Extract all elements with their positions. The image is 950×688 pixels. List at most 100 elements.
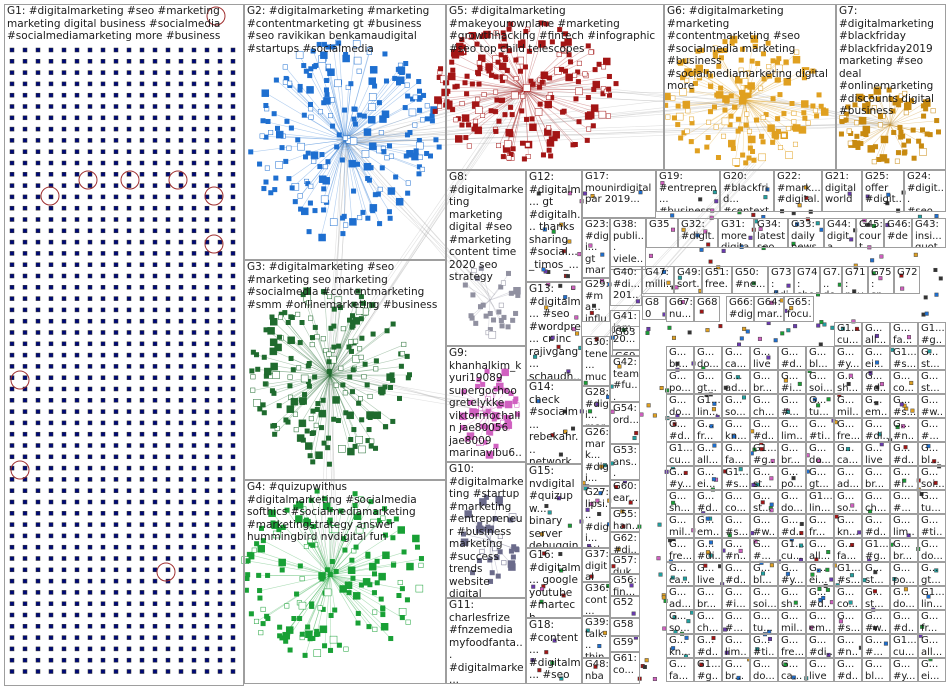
vertex	[230, 454, 236, 460]
vertex	[139, 612, 145, 618]
group-box-g80: G80	[642, 296, 666, 320]
vertex	[217, 70, 223, 75]
group-box-small: G... fr...	[694, 418, 722, 442]
vertex	[139, 657, 145, 663]
vertex	[315, 401, 321, 407]
group-label: G3: #digitalmarketing #seo #marketing se…	[247, 261, 438, 311]
group-label: G18: #content... #digitalm... #seo #mark…	[529, 619, 581, 683]
vertex	[217, 578, 223, 584]
group-box-small: G... all...	[806, 538, 834, 562]
vertex	[22, 646, 28, 652]
vertex	[87, 431, 93, 437]
vertex	[152, 172, 158, 177]
vertex	[139, 443, 145, 448]
group-label: G63	[615, 327, 636, 338]
vertex	[22, 488, 28, 493]
group-label: G... #d...	[697, 491, 719, 514]
vertex	[204, 477, 210, 482]
vertex	[100, 81, 106, 87]
group-label: G57: duk... adv...	[613, 555, 638, 574]
vertex	[139, 465, 145, 471]
edge	[744, 99, 816, 112]
edge	[329, 554, 386, 576]
vertex	[74, 126, 80, 132]
vertex	[178, 477, 184, 482]
edge	[500, 46, 526, 91]
vertex	[165, 92, 171, 98]
vertex	[87, 420, 93, 426]
vertex	[261, 89, 270, 97]
vertex	[165, 522, 171, 527]
vertex	[230, 612, 236, 618]
group-box-small: G... fre...	[666, 538, 694, 562]
group-box-small: G1... #s...	[722, 466, 750, 490]
vertex	[74, 533, 80, 539]
vertex	[325, 435, 331, 441]
vertex	[100, 635, 106, 640]
vertex	[433, 137, 439, 143]
vertex	[263, 179, 269, 185]
edge	[889, 116, 924, 126]
vertex	[35, 375, 41, 380]
vertex	[320, 195, 329, 204]
group-box-small: G... gt...	[918, 562, 946, 586]
edge	[876, 89, 891, 126]
vertex	[9, 92, 15, 98]
vertex	[338, 365, 344, 371]
group-label: G... br...	[697, 587, 717, 610]
edge	[342, 123, 895, 137]
vertex	[139, 578, 145, 584]
group-label: G... #...	[865, 635, 883, 658]
vertex	[230, 635, 236, 640]
vertex	[165, 251, 171, 256]
edge	[479, 84, 526, 91]
group-label: G... fa...	[837, 539, 857, 562]
vertex	[100, 364, 106, 369]
vertex	[48, 149, 54, 154]
vertex	[191, 375, 197, 380]
vertex	[74, 511, 80, 516]
edge	[272, 320, 331, 376]
vertex	[178, 590, 184, 595]
vertex	[191, 669, 197, 674]
vertex	[165, 160, 171, 166]
vertex	[708, 259, 713, 264]
vertex	[386, 209, 392, 215]
vertex	[165, 657, 171, 663]
vertex	[87, 499, 93, 505]
group-box-small: G... st...	[750, 466, 778, 490]
edge	[524, 81, 579, 91]
group-label: G19: #entrepren... #business...	[659, 171, 718, 212]
vertex	[74, 567, 80, 573]
vertex	[113, 443, 119, 448]
vertex	[165, 318, 171, 324]
vertex	[126, 149, 132, 154]
group-label: G24: #digit... #seo...	[907, 171, 944, 212]
vertex	[126, 59, 132, 64]
vertex	[204, 205, 210, 211]
vertex	[178, 239, 184, 245]
vertex	[87, 183, 93, 188]
group-label: G60: ear...	[613, 481, 639, 504]
vertex	[178, 635, 184, 640]
vertex	[100, 228, 106, 234]
vertex	[113, 352, 119, 358]
edge	[455, 86, 526, 91]
vertex	[657, 522, 662, 527]
edge	[335, 149, 493, 300]
edge	[461, 39, 526, 91]
node-layer	[9, 6, 943, 682]
group-label: G... do...	[753, 659, 775, 682]
edge	[272, 350, 331, 376]
edge	[524, 76, 569, 91]
edge	[329, 512, 356, 576]
vertex	[22, 533, 28, 539]
vertex	[61, 398, 67, 403]
vertex	[364, 382, 370, 388]
vertex	[126, 352, 132, 358]
vertex	[87, 635, 93, 640]
edge	[329, 574, 376, 630]
edge	[344, 139, 353, 221]
edge	[325, 99, 346, 141]
vertex	[152, 126, 158, 132]
